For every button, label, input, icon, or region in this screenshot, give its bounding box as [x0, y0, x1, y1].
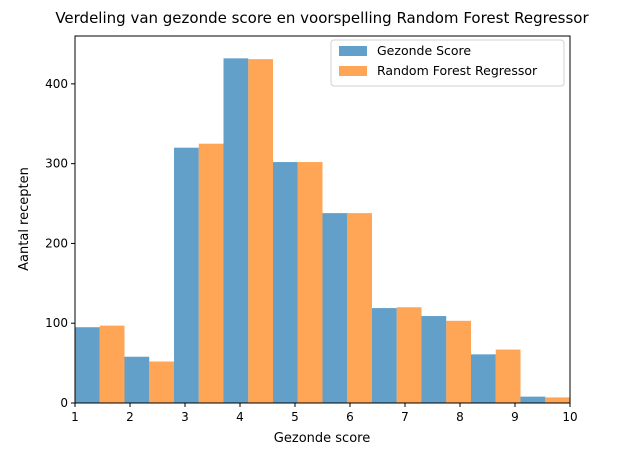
bar-random-forest-8	[446, 320, 471, 403]
legend: Gezonde Score Random Forest Regressor	[330, 39, 565, 87]
x-tick-label: 5	[291, 410, 299, 424]
bar-random-forest-9	[495, 349, 521, 403]
x-tick-label: 3	[181, 410, 189, 424]
chart-title: Verdeling van gezonde score en voorspell…	[55, 9, 589, 27]
bar-gezonde-score-10	[520, 396, 546, 403]
x-axis-ticks: 1 2 3 4 5 6 7 8 9 10	[71, 403, 578, 424]
x-tick-label: 1	[71, 410, 79, 424]
bar-random-forest-6	[347, 213, 372, 403]
y-tick-label: 0	[60, 396, 68, 410]
bar-gezonde-score-4	[223, 58, 249, 403]
legend-box	[330, 39, 565, 87]
bar-random-forest-1	[99, 325, 125, 403]
bar-random-forest-3	[198, 143, 224, 403]
legend-swatch	[339, 66, 367, 76]
x-tick-label: 6	[346, 410, 354, 424]
bar-random-forest-10	[545, 397, 570, 403]
x-axis-label: Gezonde score	[274, 431, 370, 446]
plot-area	[74, 35, 571, 404]
y-tick-label: 100	[45, 316, 68, 330]
y-tick-label: 400	[45, 77, 68, 91]
legend-label: Random Forest Regressor	[377, 63, 538, 78]
y-axis-ticks: 0 100 200 300 400	[45, 77, 75, 410]
bar-random-forest-4	[248, 59, 273, 403]
bar-random-forest-2	[149, 361, 174, 403]
x-tick-label: 9	[511, 410, 519, 424]
bar-gezonde-score-9	[471, 354, 496, 403]
x-tick-label: 10	[562, 410, 577, 424]
bar-gezonde-score-8	[421, 316, 447, 403]
x-tick-label: 8	[456, 410, 464, 424]
bar-random-forest-7	[396, 307, 422, 403]
legend-swatch	[339, 46, 367, 56]
x-tick-label: 7	[401, 410, 409, 424]
y-tick-label: 300	[45, 157, 68, 171]
bar-gezonde-score-5	[273, 162, 298, 403]
bar-random-forest-5	[297, 162, 323, 403]
bar-gezonde-score-1	[75, 327, 100, 403]
legend-label: Gezonde Score	[377, 43, 471, 58]
bar-gezonde-score-2	[124, 356, 150, 403]
x-tick-label: 2	[126, 410, 134, 424]
bar-gezonde-score-6	[322, 213, 348, 403]
y-tick-label: 200	[45, 236, 68, 250]
axes-frame	[74, 35, 571, 404]
x-tick-label: 4	[236, 410, 244, 424]
bar-gezonde-score-3	[174, 147, 199, 403]
bar-gezonde-score-7	[372, 308, 397, 403]
y-axis-label: Aantal recepten	[17, 167, 32, 271]
